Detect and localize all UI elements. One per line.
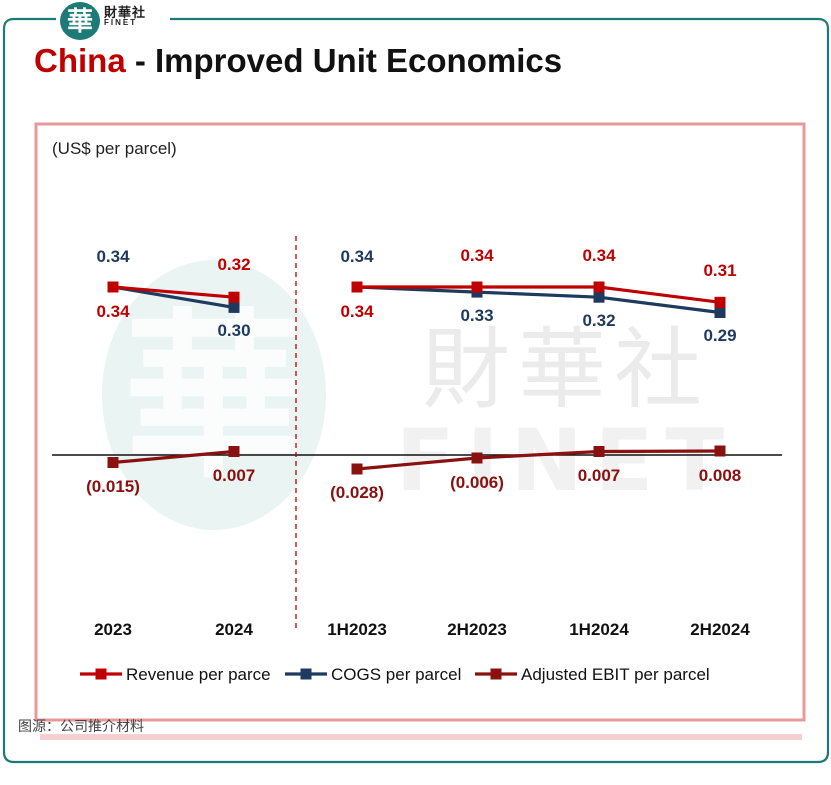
data-label-0-3: 0.34	[460, 246, 494, 265]
data-point-2-2	[351, 463, 363, 475]
x-tick-label-5: 2H2024	[690, 620, 750, 639]
data-point-2-3	[471, 452, 483, 464]
data-label-0-2: 0.34	[340, 302, 374, 321]
data-label-0-4: 0.34	[582, 246, 616, 265]
unit-label: (US$ per parcel)	[52, 139, 177, 158]
data-label-2-0: (0.015)	[86, 477, 140, 496]
brand-name: 財華社 FINET	[104, 6, 146, 27]
data-point-2-0	[107, 457, 119, 468]
legend-label-1: COGS per parcel	[331, 665, 461, 684]
series-line-1-0	[112, 285, 235, 309]
data-label-2-2: (0.028)	[330, 483, 384, 502]
series-line-0-0	[112, 285, 235, 299]
data-point-2-5	[714, 445, 726, 457]
x-tick-label-1: 2024	[215, 620, 253, 639]
source-note: 图源：公司推介材料	[18, 718, 144, 734]
brand-name-en: FINET	[104, 18, 138, 27]
x-tick-label-0: 2023	[94, 620, 132, 639]
legend-marker-0	[95, 668, 107, 680]
data-label-1-5: 0.29	[703, 326, 736, 345]
legend-marker-1	[300, 668, 312, 680]
data-label-0-1: 0.32	[217, 255, 250, 274]
data-point-2-1	[228, 446, 240, 457]
data-point-0-0	[107, 281, 119, 293]
data-label-2-3: (0.006)	[450, 473, 504, 492]
x-tick-label-2: 1H2023	[327, 620, 387, 639]
data-point-2-4	[593, 446, 605, 457]
watermark-char: 華	[124, 292, 304, 503]
data-point-0-4	[593, 281, 605, 293]
watermark-cn: 財華社	[422, 318, 710, 421]
data-label-1-2: 0.34	[340, 247, 374, 266]
series-line-1-1	[356, 285, 721, 315]
data-label-0-5: 0.31	[703, 261, 736, 280]
series-line-2-0	[112, 449, 235, 465]
data-label-2-5: 0.008	[699, 466, 742, 485]
page-title-accent: China	[34, 42, 126, 79]
series-line-2-1	[356, 449, 721, 471]
data-point-0-3	[471, 281, 483, 293]
data-label-1-0: 0.34	[96, 247, 130, 266]
x-tick-label-4: 1H2024	[569, 620, 629, 639]
data-label-2-4: 0.007	[578, 466, 621, 485]
finet-logo-icon: 華	[60, 2, 100, 40]
data-label-1-4: 0.32	[582, 311, 615, 330]
data-point-1-1	[228, 301, 240, 313]
data-label-1-3: 0.33	[460, 306, 493, 325]
data-label-1-1: 0.30	[217, 321, 250, 340]
data-point-1-5	[714, 307, 726, 318]
data-point-1-4	[593, 291, 605, 303]
x-tick-label-3: 2H2023	[447, 620, 507, 639]
legend-marker-2	[490, 668, 502, 680]
data-point-0-2	[351, 281, 363, 293]
legend: Revenue per parce COGS per parcel Adjusted…	[80, 665, 710, 684]
page-title-rest: - Improved Unit Economics	[125, 42, 563, 79]
legend-label-2: Adjusted EBIT per parcel	[521, 665, 710, 684]
logo-char: 華	[67, 7, 93, 37]
series-line-0-1	[357, 285, 721, 304]
data-point-0-5	[714, 296, 726, 308]
data-label-2-1: 0.007	[213, 466, 256, 485]
page-title: China - Improved Unit Economics	[34, 42, 562, 80]
data-label-0-0: 0.34	[96, 302, 130, 321]
brand-name-cn: 財華社	[104, 5, 147, 20]
legend-label-0: Revenue per parce	[126, 665, 271, 684]
data-point-0-1	[228, 291, 240, 303]
